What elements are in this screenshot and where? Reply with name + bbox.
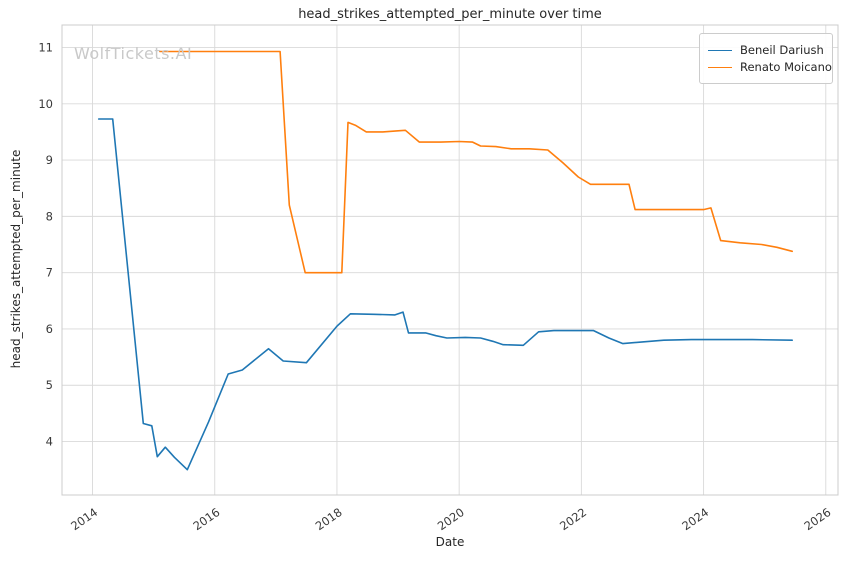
y-tick-label: 6: [46, 322, 53, 336]
legend-label: Beneil Dariush: [740, 43, 824, 57]
y-tick-label: 8: [46, 209, 53, 223]
series-line-renato-moicano: [159, 50, 794, 274]
x-tick-label: 2014: [68, 505, 100, 533]
x-tick-label: 2016: [190, 505, 222, 533]
y-tick-label: 4: [46, 435, 53, 449]
x-tick-label: 2024: [679, 505, 711, 533]
x-axis-label: Date: [435, 535, 465, 549]
x-tick-label: 2018: [313, 505, 345, 533]
legend: Beneil Dariush Renato Moicano: [699, 33, 833, 84]
y-tick-label: 5: [46, 378, 53, 392]
series-line-beneil-dariush: [97, 118, 794, 471]
x-tick-label: 2022: [557, 505, 589, 533]
y-tick-label: 10: [38, 97, 53, 111]
plot-border: [61, 24, 839, 496]
legend-item-beneil-dariush: Beneil Dariush: [708, 43, 824, 57]
legend-line-sample-orange: [708, 66, 732, 68]
x-tick-label: 2020: [435, 505, 467, 533]
watermark: WolfTickets.AI: [74, 44, 193, 63]
chart-title: head_strikes_attempted_per_minute over t…: [298, 7, 602, 22]
legend-label: Renato Moicano: [740, 60, 832, 74]
y-axis-label: head_strikes_attempted_per_minute: [9, 149, 23, 369]
y-tick-label: 9: [46, 153, 53, 167]
y-tick-label: 11: [38, 41, 53, 55]
legend-line-sample-blue: [708, 49, 732, 51]
legend-item-renato-moicano: Renato Moicano: [708, 60, 832, 74]
y-tick-label: 7: [46, 266, 53, 280]
x-tick-label: 2026: [801, 505, 833, 533]
